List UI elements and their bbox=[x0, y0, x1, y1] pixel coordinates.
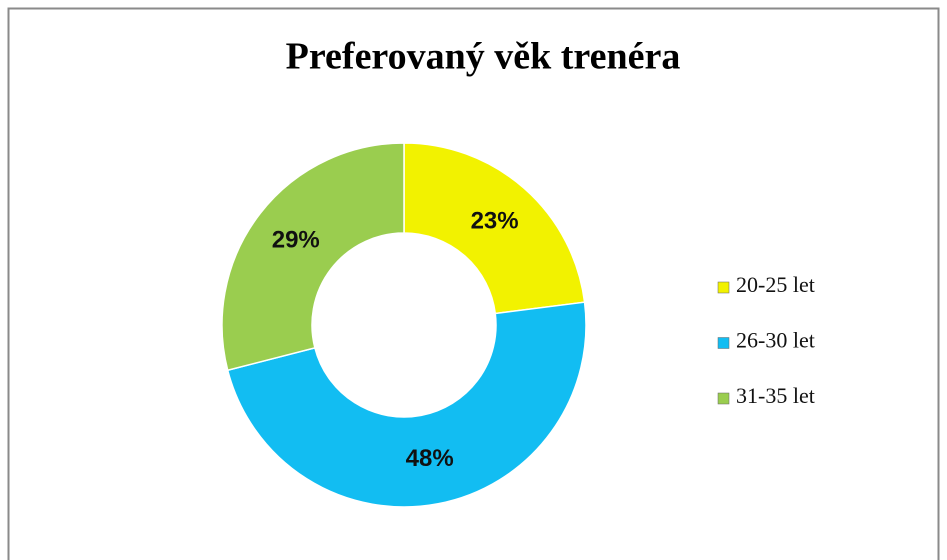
donut-slice bbox=[226, 301, 587, 508]
legend-swatch bbox=[717, 392, 730, 405]
data-label: 48% bbox=[406, 445, 454, 472]
legend-label: 26-30 let bbox=[736, 328, 815, 353]
legend-label: 31-35 let bbox=[736, 383, 815, 408]
donut-slice bbox=[403, 142, 586, 315]
legend-swatch bbox=[717, 281, 730, 294]
chart-title: Preferovaný věk trenéra bbox=[286, 36, 681, 78]
legend-label: 20-25 let bbox=[736, 272, 815, 297]
data-label: 29% bbox=[272, 226, 320, 253]
donut-slice bbox=[221, 142, 405, 372]
legend-swatch bbox=[717, 337, 730, 349]
data-label: 23% bbox=[471, 208, 519, 235]
